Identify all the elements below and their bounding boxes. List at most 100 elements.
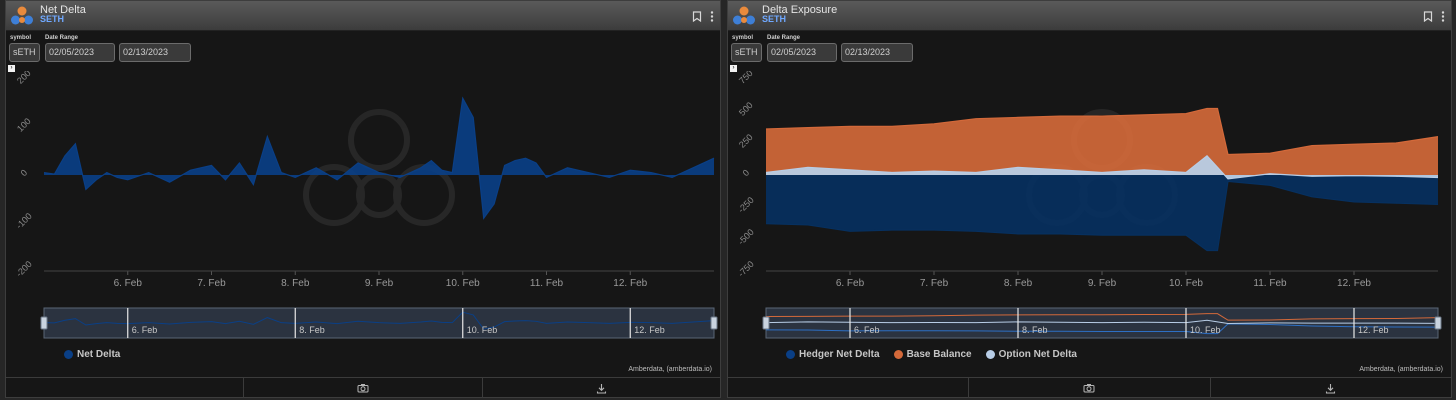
y-tick-label: 0 — [19, 168, 30, 179]
delta-exposure-panel: Delta Exposure SETH symbol Date Range sE… — [727, 0, 1452, 398]
x-tick-label: 12. Feb — [613, 278, 647, 289]
series-area-hedger-net-delta — [766, 175, 1438, 251]
date-to-input[interactable]: 02/13/2023 — [119, 43, 191, 62]
legend-marker — [786, 350, 795, 359]
x-tick-label: 7. Feb — [197, 278, 226, 289]
symbol-select[interactable]: sETH — [9, 43, 40, 62]
panel-header: Delta Exposure SETH — [728, 1, 1451, 31]
symbol-select[interactable]: sETH — [731, 43, 762, 62]
chart-credit: Amberdata, (amberdata.io) — [1359, 366, 1443, 373]
panel-subtitle: SETH — [40, 14, 65, 24]
legend-item[interactable]: Hedger Net Delta — [786, 349, 880, 360]
x-tick-label: 9. Feb — [1088, 278, 1117, 289]
y-tick-label: 750 — [737, 71, 755, 86]
x-tick-label: 9. Feb — [365, 278, 394, 289]
navigator-series-line — [765, 313, 1439, 321]
footer-cell-empty — [6, 378, 245, 398]
footer-cell-empty — [728, 378, 970, 398]
navigator-handle — [1434, 316, 1442, 330]
panel-title: Delta Exposure — [762, 4, 838, 16]
navigator-handle — [710, 316, 718, 330]
y-tick-label: -500 — [736, 227, 756, 247]
x-tick-label: 10. Feb — [1169, 278, 1203, 289]
net-delta-panel: Net Delta SETH symbol Date Range sETH 02… — [5, 0, 721, 398]
chart-legend: Net Delta — [64, 349, 120, 360]
delta-exposure-chart: 750 500 250 0 -250 -500 -750 6. Feb 7. Feb 8. Feb… — [736, 71, 1442, 339]
legend-label: Option Net Delta — [998, 349, 1077, 360]
navigator-tick-label: 8. Feb — [299, 325, 325, 335]
more-options-icon[interactable] — [710, 9, 714, 27]
symbol-label: symbol — [10, 35, 32, 41]
legend-item[interactable]: Base Balance — [893, 349, 972, 360]
navigator-series-line — [43, 311, 715, 330]
navigator-handle — [40, 316, 48, 330]
legend-label: Base Balance — [906, 349, 972, 360]
navigator-handle — [762, 316, 770, 330]
y-tick-label: -100 — [14, 211, 34, 231]
watermark-logo — [303, 109, 455, 226]
more-options-icon[interactable] — [1441, 9, 1445, 27]
panel-header: Net Delta SETH — [6, 1, 720, 31]
navigator-tick-label: 10. Feb — [1190, 325, 1221, 335]
legend-label: Hedger Net Delta — [799, 349, 880, 360]
panel-footer — [728, 377, 1451, 398]
date-range-label: Date Range — [767, 35, 801, 41]
y-tick-label: 200 — [15, 71, 33, 86]
series-line-option-net-delta — [765, 154, 1439, 180]
download-icon — [1326, 383, 1336, 394]
x-tick-label: 11. Feb — [530, 278, 564, 289]
panel-footer — [6, 377, 720, 398]
legend-item[interactable]: Net Delta — [64, 349, 120, 360]
camera-button[interactable] — [969, 378, 1211, 398]
y-tick-label: -250 — [736, 195, 756, 215]
series-line-net-delta — [43, 96, 715, 220]
series-area-net-delta — [44, 98, 714, 219]
y-tick-label: -750 — [736, 259, 756, 279]
navigator-tick-label: 6. Feb — [132, 325, 158, 335]
expand-icon[interactable]: › — [730, 65, 737, 72]
navigator-tick-label: 12. Feb — [1358, 325, 1389, 335]
expand-icon[interactable]: › — [8, 65, 15, 72]
x-tick-label: 11. Feb — [1253, 278, 1287, 289]
navigator-tick-label: 8. Feb — [1022, 325, 1048, 335]
x-tick-label: 6. Feb — [836, 278, 865, 289]
amberdata-logo-icon — [11, 6, 33, 25]
panel-subtitle: SETH — [762, 14, 787, 24]
series-area-base-balance — [766, 108, 1438, 175]
legend-marker — [985, 350, 995, 359]
bookmark-icon[interactable] — [1423, 9, 1433, 27]
y-tick-label: 250 — [737, 132, 755, 150]
chart-credit: Amberdata, (amberdata.io) — [628, 366, 712, 373]
legend-label: Net Delta — [77, 349, 121, 360]
net-delta-chart: 200 100 0 -100 -200 6. Feb 7. Feb 8. Feb 9. Feb 1… — [14, 71, 718, 339]
x-tick-label: 10. Feb — [446, 278, 480, 289]
x-tick-label: 7. Feb — [920, 278, 949, 289]
camera-button[interactable] — [244, 378, 483, 398]
watermark-circle — [348, 109, 410, 171]
series-area-option-net-delta — [766, 155, 1438, 179]
download-button[interactable] — [1211, 378, 1451, 398]
amberdata-logo-icon — [733, 6, 755, 25]
bookmark-icon[interactable] — [692, 9, 702, 27]
navigator-tick-label: 6. Feb — [854, 325, 880, 335]
date-from-input[interactable]: 02/05/2023 — [767, 43, 837, 62]
navigator-series-line — [765, 319, 1439, 325]
date-to-input[interactable]: 02/13/2023 — [841, 43, 913, 62]
series-line-base-balance — [765, 107, 1439, 156]
navigator-tick-label: 12. Feb — [634, 325, 665, 335]
chart-legend: Hedger Net Delta Base Balance Option Net D… — [786, 349, 1077, 360]
download-button[interactable] — [483, 378, 720, 398]
legend-marker — [64, 350, 73, 359]
download-icon — [596, 383, 606, 394]
y-tick-label: 100 — [15, 116, 33, 134]
y-tick-label: -200 — [14, 259, 34, 279]
legend-item[interactable]: Option Net Delta — [985, 349, 1077, 360]
series-line-hedger-net-delta — [765, 180, 1439, 252]
legend-marker — [893, 350, 903, 359]
panel-title: Net Delta — [40, 4, 86, 16]
camera-icon — [1083, 384, 1095, 393]
x-tick-label: 12. Feb — [1337, 278, 1371, 289]
watermark-circle — [303, 164, 365, 226]
y-tick-label: 0 — [741, 168, 752, 179]
date-from-input[interactable]: 02/05/2023 — [45, 43, 115, 62]
